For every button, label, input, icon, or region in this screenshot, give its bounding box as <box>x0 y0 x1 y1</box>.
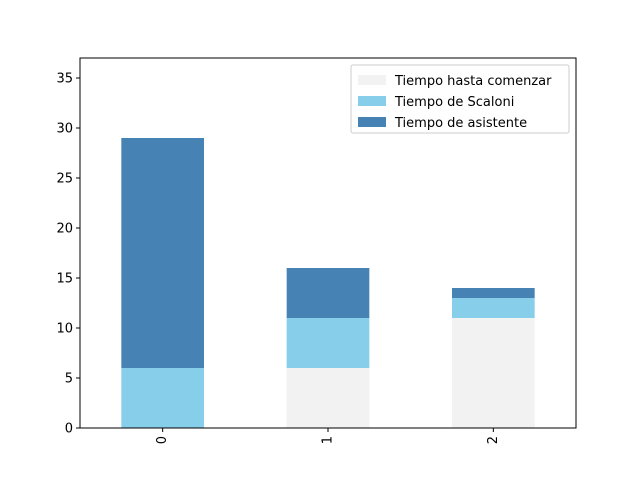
bar-2-series-2 <box>452 288 535 298</box>
legend-box <box>350 64 570 134</box>
y-axis: 0 5 10 15 20 25 30 35 <box>56 72 80 437</box>
x-tick-label: 2 <box>486 436 501 444</box>
y-tick-label: 5 <box>65 372 73 387</box>
legend-swatch <box>358 117 386 127</box>
bar-2-series-0 <box>452 318 535 428</box>
bar-1-series-1 <box>286 318 370 368</box>
y-tick-label: 25 <box>56 172 73 187</box>
y-tick-label: 35 <box>56 72 73 87</box>
bar-1-series-0 <box>286 368 370 428</box>
x-tick-label: 1 <box>321 436 336 444</box>
legend-label: Tiempo de asistente <box>394 116 527 131</box>
bar-0-series-1 <box>121 368 204 428</box>
y-tick-label: 10 <box>56 322 73 337</box>
y-tick-label: 20 <box>56 222 73 237</box>
y-tick-label: 0 <box>65 422 73 437</box>
legend: Tiempo hasta comenzar Tiempo de Scaloni Ti… <box>350 64 570 134</box>
y-tick-label: 30 <box>56 122 73 137</box>
bars-group <box>121 138 535 428</box>
bar-1-series-2 <box>286 268 370 318</box>
x-tick-label: 0 <box>155 436 170 444</box>
y-tick-label: 15 <box>56 272 73 287</box>
bar-2-series-1 <box>452 298 535 318</box>
x-axis: 0 1 2 <box>155 428 501 444</box>
bar-0-series-2 <box>121 138 204 368</box>
legend-label: Tiempo de Scaloni <box>394 95 514 110</box>
legend-label: Tiempo hasta comenzar <box>394 74 552 89</box>
legend-swatch <box>358 96 386 106</box>
legend-swatch <box>358 75 386 85</box>
